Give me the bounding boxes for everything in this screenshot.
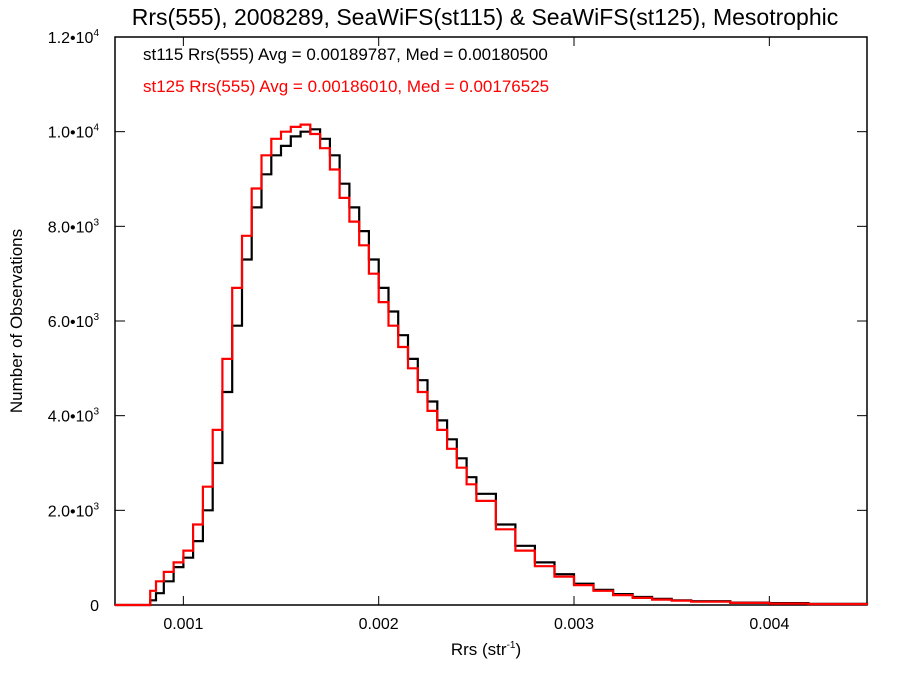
y-tick-mantissa: 6.0•10 — [48, 314, 94, 331]
y-tick-exponent: 3 — [93, 501, 99, 512]
series-1-histogram-line — [115, 123, 869, 607]
y-tick-exponent: 3 — [93, 217, 99, 228]
y-tick-mantissa: 1.0•10 — [48, 125, 94, 142]
x-axis-label-main: Rrs (str — [451, 640, 507, 659]
y-tick-mantissa: 0 — [90, 598, 99, 615]
y-tick-label: 8.0•103 — [48, 217, 100, 236]
plot-frame — [114, 36, 868, 606]
y-tick-exponent: 4 — [93, 28, 99, 39]
y-tick-label: 4.0•103 — [48, 407, 100, 426]
axis-ticks: 0.001 0.002 0.003 0.00402.0•1034.0•1036.0•1… — [48, 28, 867, 633]
x-axis-label-superscript: -1 — [507, 640, 516, 651]
x-axis-label: Rrs (str-1) — [451, 640, 521, 659]
y-axis-label: Number of Observations — [7, 229, 26, 413]
y-tick-mantissa: 4.0•10 — [48, 409, 94, 426]
y-tick-label: 0 — [90, 598, 99, 615]
annotation-st125: st125 Rrs(555) Avg = 0.00186010, Med = 0… — [143, 77, 549, 96]
x-tick-label: 0.004 — [749, 616, 789, 633]
chart-title: Rrs(555), 2008289, SeaWiFS(st115) & SeaW… — [132, 4, 838, 30]
y-tick-label: 1.0•104 — [48, 123, 100, 142]
y-tick-mantissa: 1.2•10 — [48, 30, 94, 47]
y-tick-exponent: 3 — [93, 407, 99, 418]
y-tick-mantissa: 2.0•10 — [48, 503, 94, 520]
x-tick-label: 0.002 — [359, 616, 399, 633]
x-tick-label: 0.001 — [163, 616, 203, 633]
y-tick-exponent: 4 — [93, 123, 99, 134]
y-tick-label: 1.2•104 — [48, 28, 100, 47]
x-axis-label-close: ) — [515, 640, 521, 659]
x-tick-label: 0.003 — [554, 616, 594, 633]
series-0-histogram-line — [115, 128, 869, 607]
y-tick-label: 6.0•103 — [48, 312, 100, 331]
y-tick-label: 2.0•103 — [48, 501, 100, 520]
y-tick-mantissa: 8.0•10 — [48, 219, 94, 236]
series-layer — [115, 123, 869, 607]
y-tick-exponent: 3 — [93, 312, 99, 323]
annotation-st115: st115 Rrs(555) Avg = 0.00189787, Med = 0… — [143, 45, 548, 64]
